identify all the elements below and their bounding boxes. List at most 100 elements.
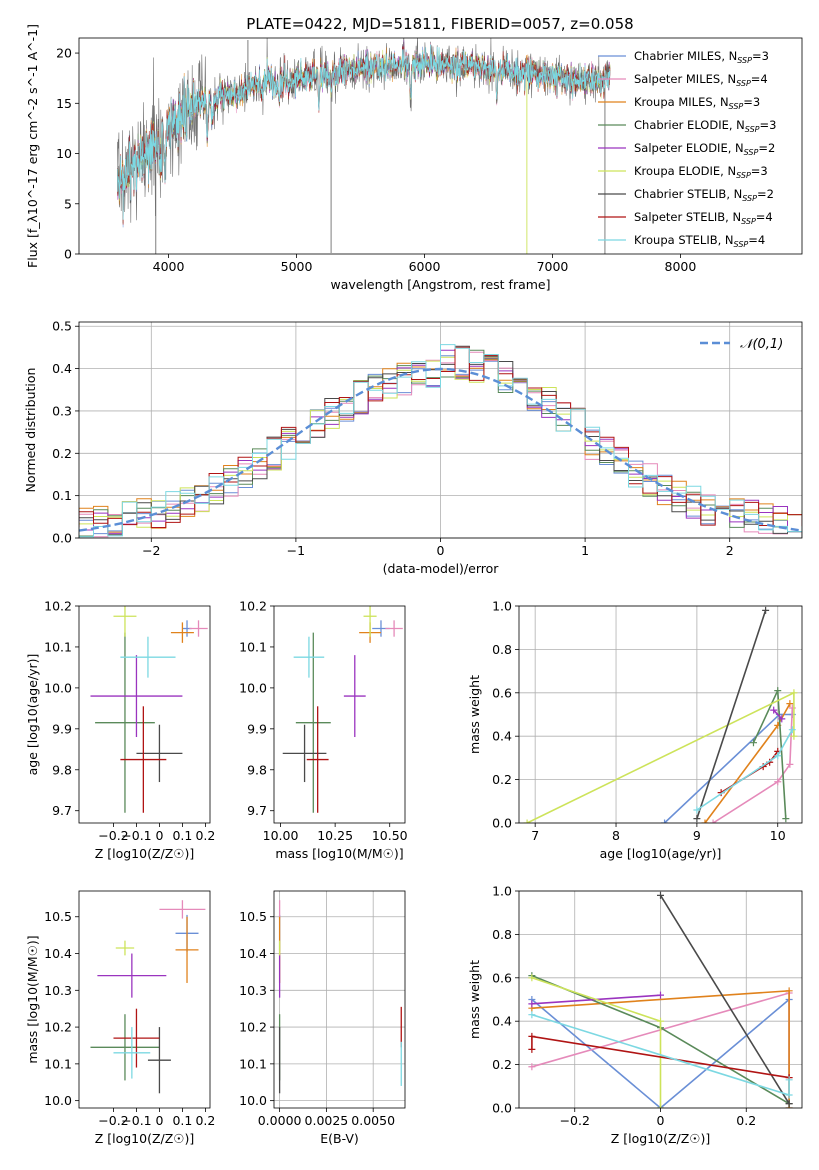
- mass_vs_ebv-xtick-label: 0.0050: [351, 1113, 395, 1128]
- mass_vs_ebv-marks: [278, 900, 402, 1094]
- mass_weight_vs_age-series-line: [773, 709, 783, 720]
- legend-nssp: =4: [748, 233, 765, 247]
- mass_weight_vs_Z-marker: [657, 1104, 664, 1108]
- mass_weight_vs_age-marker: [790, 732, 798, 740]
- mass_weight_vs_Z-marks: [528, 891, 793, 1108]
- legend-subscript: SSP: [741, 217, 756, 226]
- age_vs_Z-ytick-label: 9.7: [52, 803, 72, 818]
- spectrum-xtick-label: 6000: [409, 259, 441, 274]
- age_vs_Z-xtick-label: −0.1: [121, 828, 151, 843]
- mass_weight_vs_age-marker: [782, 815, 790, 823]
- legend-nssp: =2: [757, 187, 774, 201]
- age_vs_mass-xlabel: mass [log10(M/M☉)]: [275, 846, 403, 861]
- mass_weight_vs_age-marker: [778, 715, 786, 723]
- legend-entry: Chabrier ELODIE, NSSP=3: [634, 118, 776, 134]
- legend-subscript: SSP: [744, 148, 759, 157]
- age_vs_Z-xtick-label: −0.2: [98, 828, 128, 843]
- mass_weight_vs_Z-marker: [528, 1045, 536, 1053]
- mass_vs_Z-ytick-label: 10.4: [44, 946, 72, 961]
- legend-label: 𝒩(0,1): [740, 337, 783, 352]
- mass_vs_ebv-ytick-label: 10.4: [239, 946, 267, 961]
- mass_weight_vs_age-ylabel: mass weight: [467, 675, 482, 754]
- mass_weight_vs_age-marker: [790, 689, 798, 697]
- spectrum-marks: [117, 38, 611, 254]
- legend-label: Chabrier MILES, N: [634, 49, 737, 63]
- age_vs_Z-marks: [90, 606, 208, 813]
- mass_weight_vs_age-xtick-label: 10: [770, 828, 786, 843]
- legend-subscript: SSP: [737, 56, 752, 65]
- mass_weight_vs_age-frame: [518, 605, 803, 824]
- legend-label: Kroupa MILES, N: [634, 95, 729, 109]
- legend-label: Kroupa ELODIE, N: [634, 164, 736, 178]
- panel-mass_weight_vs_Z: −0.2 0 0.2 0.0 0.2 0.4 0.6 0.8 1.0 Z [log10(Z/Z☉)…: [467, 884, 803, 1146]
- panel-spectrum: 4000 5000 6000 7000 8000 0 5 10 15 20 wavelength […: [25, 24, 803, 292]
- mass_vs_Z-axes: −0.2−0.1 0 0.1 0.2 10.0 10.1 10.2 10.3 10.4 10.5 Z…: [25, 890, 215, 1146]
- legend-entry: Salpeter MILES, NSSP=4: [634, 72, 768, 88]
- age_vs_mass-axes: 10.00 10.25 10.50 9.7 9.8 9.9 10.0 10.1 10.2 mass…: [239, 599, 407, 862]
- age_vs_Z-ytick-label: 10.2: [44, 599, 72, 614]
- residuals-ytick-label: 0.2: [52, 446, 72, 461]
- legend-entry: Chabrier MILES, NSSP=3: [634, 49, 769, 65]
- mass_weight_vs_Z-ytick-label: 0.6: [492, 970, 512, 985]
- mass_vs_ebv-frame: [273, 890, 406, 1109]
- mass_vs_ebv-ytick-label: 10.2: [239, 1020, 267, 1035]
- figure-title: PLATE=0422, MJD=51811, FIBERID=0057, z=0…: [246, 15, 633, 33]
- mass_weight_vs_age-ytick-label: 0.4: [492, 729, 512, 744]
- mass_vs_Z-xtick-label: 0.1: [172, 1113, 192, 1128]
- age_vs_mass-ytick-label: 10.0: [239, 680, 267, 695]
- mass_weight_vs_Z-marker: [528, 1063, 536, 1071]
- mass_weight_vs_age-marker: [788, 726, 796, 734]
- spectrum-ytick-label: 15: [56, 96, 72, 111]
- residuals-legend: 𝒩(0,1): [700, 337, 783, 352]
- mass_weight_vs_age-ytick-label: 0.8: [492, 642, 512, 657]
- mass_vs_ebv-ytick-label: 10.3: [239, 983, 267, 998]
- mass_weight_vs_age-marker: [786, 700, 794, 708]
- age_vs_mass-frame: [273, 605, 406, 824]
- mass_weight_vs_Z-marker: [528, 1032, 536, 1040]
- mass_weight_vs_age-marker: [701, 819, 709, 823]
- mass_weight_vs_age-marker: [770, 706, 778, 714]
- age_vs_Z-frame: [78, 605, 211, 824]
- residuals-marks: [79, 344, 802, 538]
- spectrum-xtick-label: 7000: [537, 259, 569, 274]
- residuals-frame: [78, 321, 803, 539]
- residuals-ytick-label: 0.1: [52, 488, 72, 503]
- legend-nssp: =3: [743, 95, 760, 109]
- mass_vs_Z-ytick-label: 10.5: [44, 909, 72, 924]
- mass_vs_ebv-xtick-label: 0.0025: [305, 1113, 349, 1128]
- mass_weight_vs_Z-xtick-label: 0: [657, 1113, 665, 1128]
- mass_vs_ebv-ytick-label: 10.5: [239, 909, 267, 924]
- mass_weight_vs_Z-series-line: [659, 894, 790, 1105]
- legend-nssp: =3: [752, 49, 769, 63]
- residuals-ytick-label: 0.3: [52, 403, 72, 418]
- mass_weight_vs_age-marker: [693, 806, 701, 814]
- mass_weight_vs_age-marker: [762, 606, 770, 614]
- age_vs_mass-xtick-label: 10.00: [263, 828, 299, 843]
- age_vs_mass-marks: [282, 606, 403, 813]
- mass_weight_vs_Z-marker: [785, 1100, 793, 1108]
- mass_weight_vs_age-marker: [709, 819, 717, 823]
- mass_weight_vs_age-xtick-label: 8: [612, 828, 620, 843]
- mass_vs_Z-ytick-label: 10.0: [44, 1093, 72, 1108]
- residuals-normal-curve: [79, 367, 802, 532]
- mass_weight_vs_Z-ytick-label: 1.0: [492, 884, 512, 899]
- mass_vs_ebv-ytick-label: 10.1: [239, 1056, 267, 1071]
- mass_vs_Z-ytick-label: 10.3: [44, 983, 72, 998]
- legend-label: Kroupa STELIB, N: [634, 233, 734, 247]
- mass_weight_vs_age-xtick-label: 9: [693, 828, 701, 843]
- mass_weight_vs_Z-marker: [528, 1011, 536, 1019]
- mass_weight_vs_Z-ytick-label: 0.8: [492, 927, 512, 942]
- mass_weight_vs_Z-xtick-label: 0.2: [736, 1113, 756, 1128]
- spectrum-frame: [78, 37, 803, 255]
- spectrum-xtick-label: 8000: [665, 259, 697, 274]
- panel-mass_vs_ebv: 0.0000 0.0025 0.0050 10.0 10.1 10.2 10.3 10.4 10…: [239, 890, 406, 1146]
- mass_vs_Z-xtick-label: 0.2: [195, 1113, 215, 1128]
- residuals-ytick-label: 0.4: [52, 361, 72, 376]
- panel-age_vs_Z: −0.2−0.1 0 0.1 0.2 9.7 9.8 9.9 10.0 10.1 10.2 Z [l…: [25, 599, 215, 862]
- age_vs_Z-ytick-label: 10.1: [44, 639, 72, 654]
- mass_weight_vs_Z-frame: [518, 890, 803, 1109]
- mass_vs_Z-xlabel: Z [log10(Z/Z☉)]: [95, 1131, 195, 1146]
- mass_weight_vs_Z-ylabel: mass weight: [467, 960, 482, 1039]
- residuals-xtick-label: −1: [287, 543, 305, 558]
